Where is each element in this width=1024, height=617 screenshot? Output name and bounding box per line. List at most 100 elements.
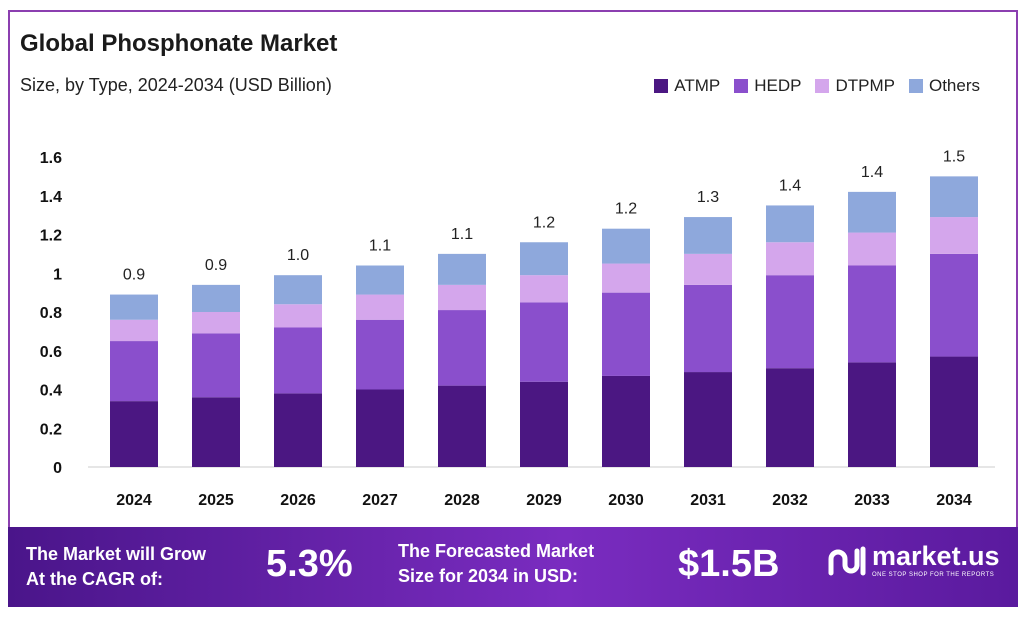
- bar-dtpmp-2025: [192, 312, 240, 334]
- total-label: 1.5: [943, 148, 965, 165]
- forecast-label-line-2: Size for 2034 in USD:: [398, 566, 579, 586]
- bar-hedp-2031: [684, 284, 732, 373]
- cagr-label-line-2: At the CAGR of:: [26, 569, 163, 589]
- bar-others-2027: [356, 265, 404, 295]
- forecast-label-line-1: The Forecasted Market: [398, 541, 595, 561]
- total-label: 0.9: [123, 267, 145, 284]
- chart-title: Global Phosphonate Market: [20, 30, 338, 57]
- bar-others-2031: [684, 217, 732, 254]
- bar-atmp-2030: [602, 375, 650, 467]
- bar-dtpmp-2029: [520, 275, 568, 303]
- y-tick-label: 0.4: [40, 383, 62, 400]
- total-label: 1.1: [451, 226, 473, 243]
- y-tick-label: 1.6: [40, 150, 62, 167]
- bar-hedp-2033: [848, 265, 896, 363]
- bar-hedp-2030: [602, 292, 650, 376]
- logo-name: market.us: [872, 541, 1000, 571]
- legend-label: ATMP: [674, 76, 721, 95]
- total-label: 1.4: [861, 164, 883, 181]
- total-label: 1.0: [287, 247, 309, 264]
- logo-icon: [828, 546, 866, 576]
- bar-atmp-2034: [930, 356, 978, 467]
- bar-dtpmp-2028: [438, 284, 486, 311]
- bar-dtpmp-2032: [766, 242, 814, 276]
- x-tick-label: 2032: [772, 492, 808, 509]
- bar-others-2029: [520, 242, 568, 276]
- cagr-label-line-1: The Market will Grow: [26, 544, 207, 564]
- y-tick-label: 0.6: [40, 344, 62, 361]
- chart: 0 0.2 0.4 0.6 0.8 1 1.2 1.4 1.6 0.9 2024 0.9 2025 1.0…: [40, 148, 995, 509]
- bar-hedp-2032: [766, 275, 814, 369]
- x-tick-label: 2026: [280, 492, 316, 509]
- total-label: 1.2: [615, 201, 637, 218]
- bar-atmp-2029: [520, 381, 568, 467]
- bar-atmp-2031: [684, 372, 732, 467]
- bar-hedp-2029: [520, 302, 568, 382]
- bar-atmp-2025: [192, 397, 240, 467]
- bar-others-2030: [602, 228, 650, 264]
- y-tick-label: 0.8: [40, 305, 62, 322]
- cagr-value: 5.3%: [266, 543, 353, 585]
- y-tick-label: 1.2: [40, 228, 62, 245]
- bar-others-2025: [192, 284, 240, 312]
- bar-hedp-2034: [930, 253, 978, 357]
- x-tick-label: 2027: [362, 492, 398, 509]
- x-tick-label: 2034: [936, 492, 972, 509]
- legend-swatch: [815, 79, 830, 93]
- bar-others-2024: [110, 294, 158, 320]
- bar-atmp-2026: [274, 393, 322, 467]
- legend-item-hedp: HEDP: [734, 76, 801, 96]
- bar-hedp-2026: [274, 327, 322, 394]
- x-tick-label: 2031: [690, 492, 726, 509]
- legend-label: Others: [928, 76, 980, 95]
- bar-dtpmp-2027: [356, 294, 404, 320]
- bar-dtpmp-2026: [274, 304, 322, 328]
- bar-dtpmp-2033: [848, 232, 896, 266]
- total-label: 1.1: [369, 238, 391, 255]
- total-label: 1.2: [533, 214, 555, 231]
- bar-hedp-2027: [356, 319, 404, 390]
- legend-swatch: [734, 79, 749, 93]
- legend-swatch: [654, 79, 669, 93]
- frame: [8, 10, 1018, 607]
- bar-others-2026: [274, 275, 322, 305]
- bar-hedp-2028: [438, 310, 486, 386]
- y-tick-label: 1.4: [40, 189, 62, 206]
- y-tick-label: 0: [53, 460, 62, 477]
- x-tick-label: 2028: [444, 492, 480, 509]
- legend-label: HEDP: [754, 76, 802, 95]
- x-tick-label: 2030: [608, 492, 644, 509]
- forecast-value: $1.5B: [678, 543, 780, 585]
- bar-atmp-2033: [848, 362, 896, 467]
- x-tick-label: 2029: [526, 492, 562, 509]
- total-label: 1.3: [697, 189, 719, 206]
- bar-others-2032: [766, 205, 814, 243]
- bar-atmp-2028: [438, 385, 486, 467]
- logo-tagline: ONE STOP SHOP FOR THE REPORTS: [872, 572, 995, 578]
- logo: market.us ONE STOP SHOP FOR THE REPORTS: [826, 541, 1000, 579]
- x-tick-label: 2033: [854, 492, 890, 509]
- legend-item-others: Others: [908, 76, 980, 96]
- bar-atmp-2024: [110, 401, 158, 467]
- bar-dtpmp-2024: [110, 319, 158, 342]
- bar-dtpmp-2030: [602, 263, 650, 293]
- total-label: 0.9: [205, 257, 227, 274]
- bar-hedp-2024: [110, 341, 158, 402]
- bar-others-2028: [438, 253, 486, 285]
- x-tick-label: 2025: [198, 492, 234, 509]
- bar-dtpmp-2034: [930, 217, 978, 254]
- y-tick-label: 1: [53, 266, 62, 283]
- bar-atmp-2027: [356, 389, 404, 467]
- y-tick-label: 0.2: [40, 421, 62, 438]
- cagr-label: The Market will Grow At the CAGR of:: [26, 542, 206, 592]
- banner: The Market will Grow At the CAGR of: 5.3%…: [8, 527, 1018, 607]
- bar-hedp-2025: [192, 333, 240, 398]
- bar-atmp-2032: [766, 368, 814, 467]
- chart-subtitle: Size, by Type, 2024-2034 (USD Billion): [20, 75, 332, 95]
- bar-others-2033: [848, 191, 896, 233]
- legend-label: DTPMP: [835, 76, 895, 95]
- bar-others-2034: [930, 176, 978, 218]
- legend-swatch: [908, 79, 923, 93]
- total-label: 1.4: [779, 177, 801, 194]
- legend-item-atmp: ATMP: [654, 76, 720, 96]
